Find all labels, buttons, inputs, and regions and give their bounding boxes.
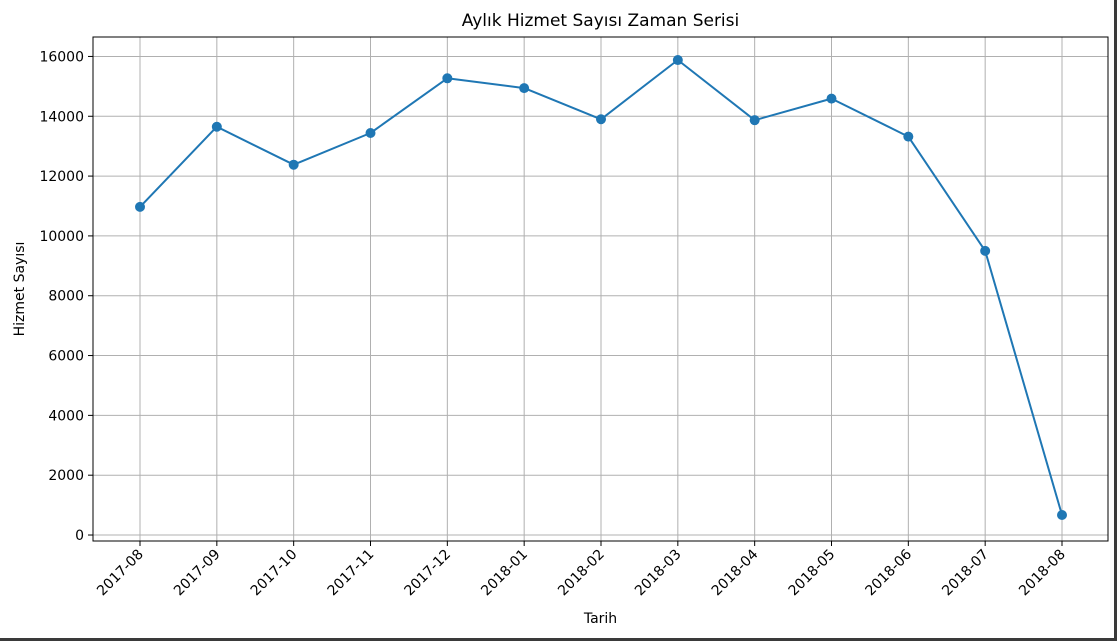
x-tick-label: 2018-07 bbox=[939, 547, 992, 600]
x-tick-label: 2017-09 bbox=[171, 547, 224, 600]
chart-title: Aylık Hizmet Sayısı Zaman Serisi bbox=[462, 11, 740, 31]
data-point bbox=[288, 159, 299, 170]
data-point bbox=[1057, 509, 1067, 520]
data-point bbox=[980, 245, 991, 256]
y-tick-label: 2000 bbox=[48, 468, 84, 484]
data-point bbox=[442, 73, 453, 84]
data-point bbox=[672, 55, 683, 66]
data-point bbox=[211, 121, 222, 132]
data-point bbox=[519, 83, 530, 94]
x-tick-label: 2018-02 bbox=[555, 547, 608, 600]
y-tick-label: 6000 bbox=[48, 349, 84, 365]
x-tick-label: 2018-08 bbox=[1016, 547, 1069, 600]
grid-lines bbox=[93, 37, 1108, 541]
series-group bbox=[135, 55, 1067, 520]
plot-area-border bbox=[92, 36, 1109, 542]
x-tick-label: 2018-01 bbox=[478, 547, 531, 600]
x-tick-label: 2017-08 bbox=[94, 547, 147, 600]
data-point bbox=[365, 128, 376, 139]
y-tick-label: 12000 bbox=[39, 169, 84, 185]
x-tick-label: 2018-04 bbox=[709, 546, 762, 599]
y-axis: 0 2000 4000 6000 8000 10000 12000 14000 16000 bbox=[39, 49, 93, 544]
x-tick-label: 2017-10 bbox=[248, 547, 301, 600]
data-point bbox=[826, 93, 837, 104]
data-point bbox=[749, 115, 760, 126]
x-tick-label: 2018-06 bbox=[862, 546, 915, 599]
y-tick-label: 4000 bbox=[48, 408, 84, 424]
data-point bbox=[135, 201, 145, 212]
x-tick-label: 2017-12 bbox=[401, 547, 454, 600]
data-point bbox=[903, 131, 914, 142]
y-axis-label: Hizmet Sayısı bbox=[12, 242, 28, 337]
y-tick-label: 0 bbox=[75, 528, 84, 544]
y-tick-label: 16000 bbox=[39, 49, 84, 65]
x-tick-label: 2018-05 bbox=[786, 547, 839, 600]
x-tick-label: 2017-11 bbox=[325, 547, 378, 600]
data-point bbox=[596, 114, 606, 125]
x-axis-label: Tarih bbox=[583, 611, 617, 627]
x-tick-label: 2018-03 bbox=[632, 547, 685, 600]
y-tick-label: 8000 bbox=[48, 289, 84, 305]
y-tick-label: 10000 bbox=[39, 229, 84, 245]
x-axis: 2017-08 2017-09 2017-10 2017-11 2017-12 2018-… bbox=[94, 541, 1069, 599]
y-tick-label: 14000 bbox=[39, 109, 84, 125]
